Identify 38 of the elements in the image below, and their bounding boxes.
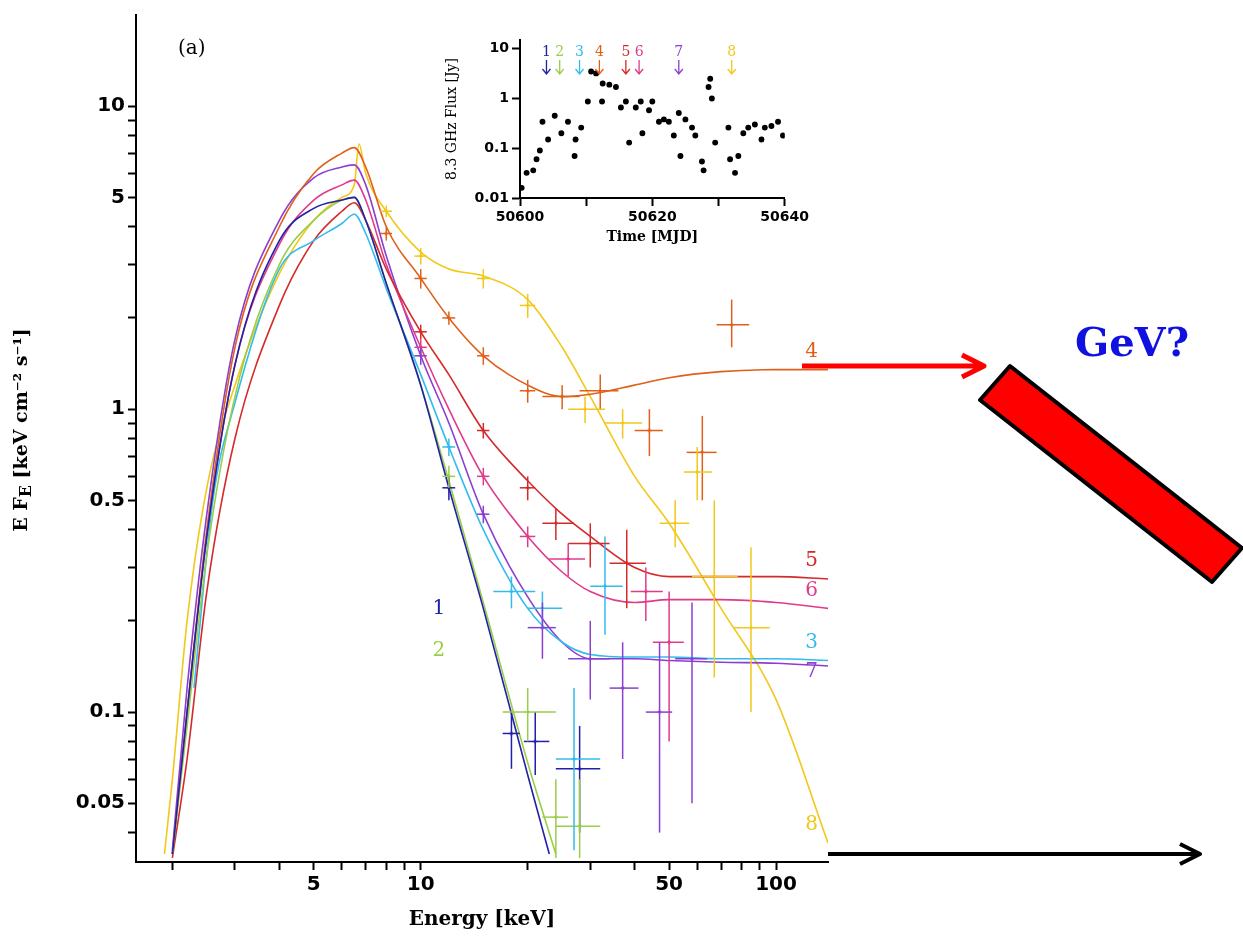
series-label: 8 (805, 811, 818, 836)
series-label: 7 (805, 658, 818, 683)
x-tick-label: 5 (306, 871, 321, 896)
y-tick-label: 0.01 (474, 188, 509, 205)
annotation: 1 (542, 42, 551, 59)
annotation: 3 (575, 42, 585, 59)
y-tick-label: 0.5 (89, 486, 125, 511)
annotation: 5 (621, 42, 631, 59)
y-tick-label: 1 (111, 395, 125, 420)
x-tick-label: 50620 (627, 208, 677, 225)
y-tick-label: 1 (499, 89, 509, 106)
x-tick-label: 10 (406, 871, 435, 896)
annotation: 7 (674, 42, 684, 59)
annotation: (a) (178, 35, 206, 60)
x-tick-label: 50640 (760, 208, 810, 225)
series-label: 3 (805, 628, 818, 653)
y-tick-label: 0.1 (484, 138, 509, 155)
x-tick-label: 50 (655, 871, 684, 896)
y-tick-label: 10 (489, 39, 510, 56)
series-label: 4 (805, 337, 818, 362)
y-tick-label: 5 (111, 183, 125, 208)
annotation: 2 (555, 42, 565, 59)
y-tick-label: 0.1 (89, 698, 125, 723)
y-tick-label: 0.05 (75, 789, 125, 814)
series-label: 1 (432, 594, 446, 619)
x-tick-label: 50600 (495, 208, 545, 225)
text: 2 (432, 636, 446, 661)
x-axis-title: Time [MJD] (606, 228, 699, 245)
x-axis-title: Energy [keV] (408, 906, 556, 931)
series-label: 5 (805, 547, 818, 572)
text: GeV? (1075, 318, 1190, 365)
annotation: 4 (594, 42, 604, 59)
y-axis-title: 8.3 GHz Flux [Jy] (443, 58, 460, 180)
annotation: 8 (727, 42, 737, 59)
y-tick-label: 10 (97, 92, 125, 117)
annotation: 6 (634, 42, 644, 59)
x-tick-label: 100 (755, 871, 797, 896)
series-label: 6 (805, 576, 818, 601)
